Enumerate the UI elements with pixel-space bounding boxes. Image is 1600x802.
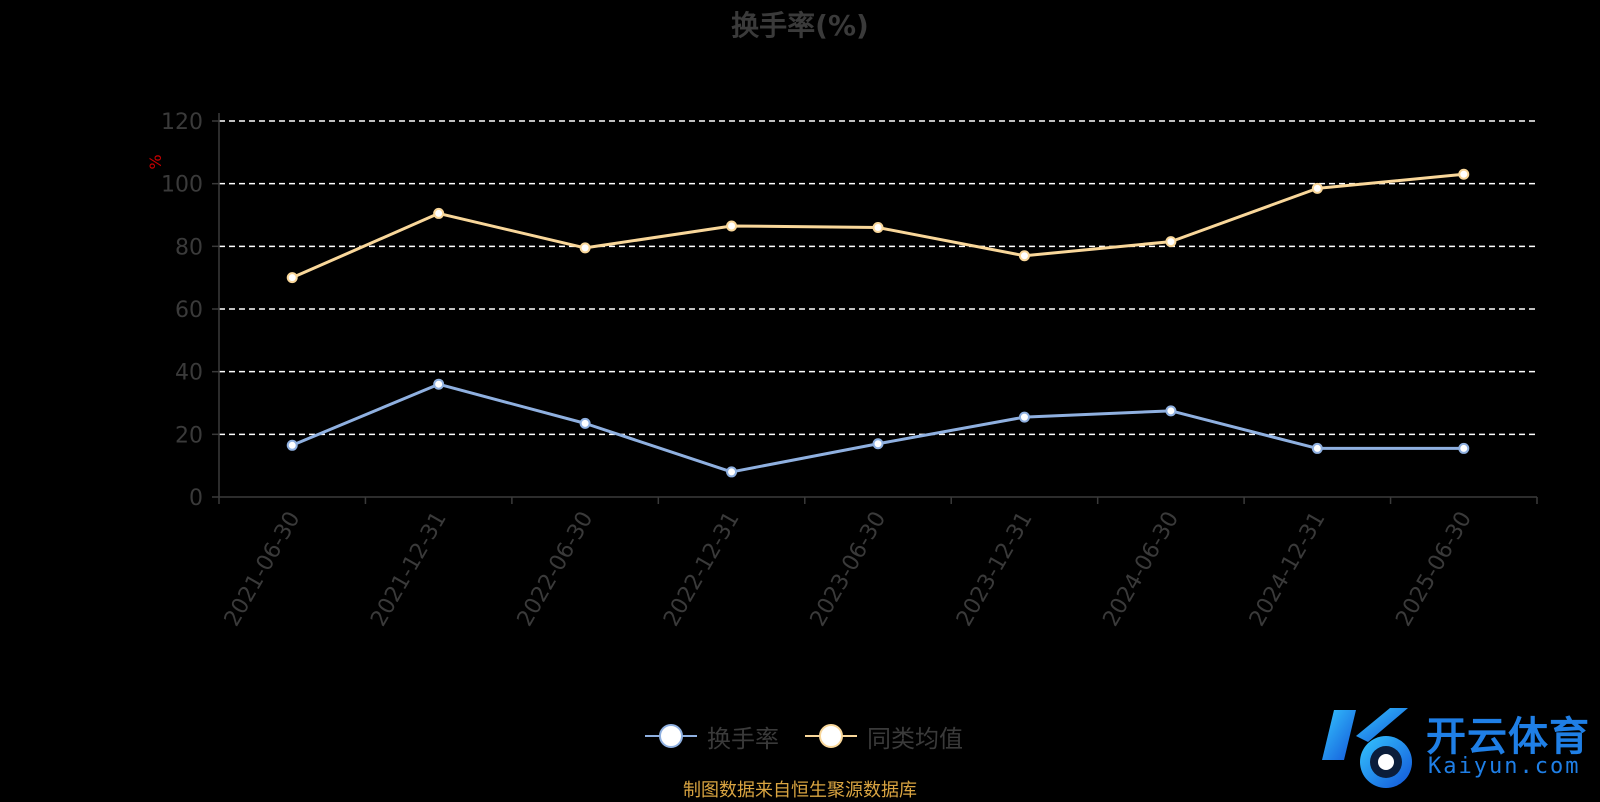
y-tick-label-120: 120: [161, 110, 203, 135]
y-tick-label-0: 0: [189, 486, 203, 511]
data-point-0-2023-12-31: [1018, 411, 1030, 423]
data-point-1-2021-12-31: [433, 207, 445, 219]
x-tick-label-2021-12-31: 2021-12-31: [366, 508, 452, 631]
x-tick-label-2022-12-31: 2022-12-31: [659, 508, 745, 631]
data-point-1-2022-12-31: [726, 220, 738, 232]
data-point-0-2021-06-30: [286, 439, 298, 451]
data-point-1-2023-06-30: [872, 222, 884, 234]
data-point-1-2025-06-30: [1458, 168, 1470, 180]
data-point-0-2022-12-31: [726, 466, 738, 478]
logo-text-cn: 开云体育: [1426, 714, 1590, 760]
logo-text-en: Kaiyun.com: [1428, 754, 1581, 779]
y-tick-label-20: 20: [175, 423, 203, 448]
chart-title: 换手率(%): [731, 9, 869, 42]
data-point-1-2024-06-30: [1165, 236, 1177, 248]
x-tick-label-2025-06-30: 2025-06-30: [1391, 508, 1477, 631]
data-point-1-2024-12-31: [1311, 182, 1323, 194]
legend-marker-peer-average-icon: [805, 724, 857, 748]
y-tick-label-100: 100: [161, 173, 203, 198]
kaiyun-logo-icon: [1322, 708, 1412, 788]
x-tick-label-2022-06-30: 2022-06-30: [513, 508, 599, 631]
legend-marker-turnover-icon: [645, 724, 697, 748]
x-tick-label-2023-12-31: 2023-12-31: [952, 508, 1038, 631]
source-note: 制图数据来自恒生聚源数据库: [683, 780, 917, 801]
legend-item-turnover[interactable]: 换手率: [645, 719, 779, 754]
legend-label-turnover: 换手率: [707, 724, 779, 753]
y-unit-label: %: [146, 154, 165, 169]
x-tick-label-2023-06-30: 2023-06-30: [806, 508, 892, 631]
legend-label-peer-average: 同类均值: [867, 724, 963, 753]
x-tick-label-2024-12-31: 2024-12-31: [1245, 508, 1331, 631]
data-point-0-2022-06-30: [579, 417, 591, 429]
data-point-0-2024-12-31: [1311, 442, 1323, 454]
data-point-0-2024-06-30: [1165, 405, 1177, 417]
data-point-0-2025-06-30: [1458, 442, 1470, 454]
legend: 换手率 同类均值: [645, 718, 989, 754]
y-tick-label-60: 60: [175, 298, 203, 323]
data-point-0-2023-06-30: [872, 438, 884, 450]
x-tick-label-2021-06-30: 2021-06-30: [220, 508, 306, 631]
data-point-0-2021-12-31: [433, 378, 445, 390]
series-line-0: [291, 382, 1464, 474]
y-tick-label-40: 40: [175, 361, 203, 386]
kaiyun-logo: 开云体育 Kaiyun.com: [1316, 700, 1600, 800]
legend-item-peer-average[interactable]: 同类均值: [805, 719, 963, 754]
x-tick-label-2024-06-30: 2024-06-30: [1099, 508, 1185, 631]
y-tick-label-80: 80: [175, 235, 203, 260]
data-point-1-2023-12-31: [1018, 250, 1030, 262]
data-point-1-2021-06-30: [286, 272, 298, 284]
data-point-1-2022-06-30: [579, 242, 591, 254]
